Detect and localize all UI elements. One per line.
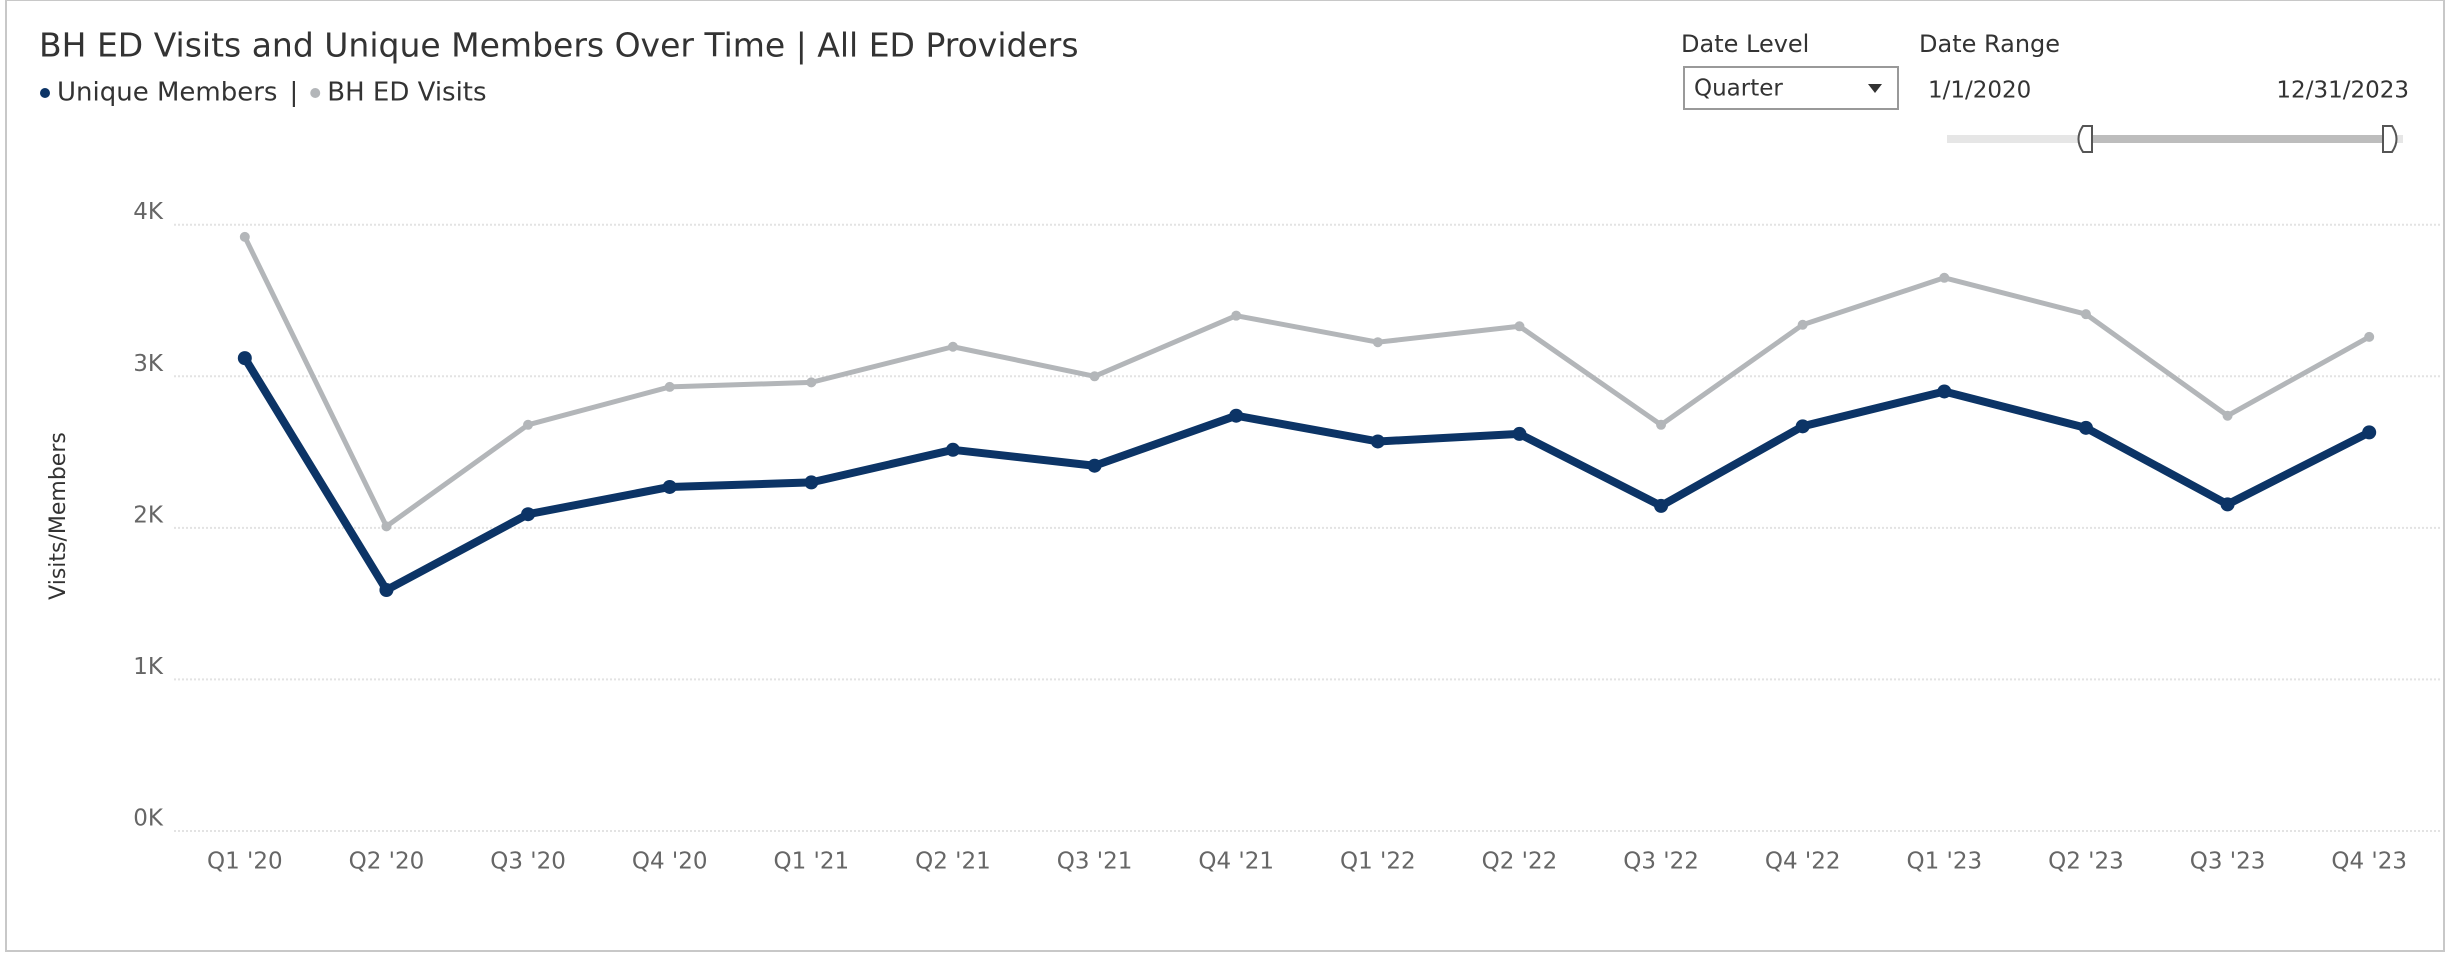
data-point — [1089, 371, 1100, 382]
data-point — [1937, 384, 1952, 399]
chart-title: BH ED Visits and Unique Members Over Tim… — [39, 26, 1079, 65]
frame — [5, 0, 2445, 952]
data-point — [239, 231, 250, 242]
x-tick-label: Q2 '23 — [2048, 849, 2124, 875]
data-point — [664, 381, 675, 392]
x-tick-label: Q2 '20 — [349, 849, 425, 875]
x-tick-label: Q3 '20 — [490, 849, 566, 875]
data-point — [947, 341, 958, 352]
dropdown-value[interactable]: Quarter — [1694, 76, 1783, 102]
x-tick-label: Q4 '23 — [2331, 849, 2407, 875]
data-point — [2078, 420, 2093, 435]
data-point — [1087, 458, 1102, 473]
data-point — [1512, 426, 1527, 441]
dropdown-arrow[interactable] — [1868, 84, 1882, 93]
x-tick-label: Q3 '21 — [1057, 849, 1133, 875]
x-tick-label: Q3 '22 — [1623, 849, 1699, 875]
date-level-label: Date Level — [1681, 30, 1809, 58]
data-point — [804, 475, 819, 490]
slider-handle-end[interactable] — [2382, 125, 2398, 153]
x-tick-label: Q1 '22 — [1340, 849, 1416, 875]
y-tick-label: 2K — [133, 502, 164, 528]
data-point — [1656, 419, 1667, 430]
x-tick-label: Q4 '22 — [1765, 849, 1841, 875]
data-point — [1229, 408, 1244, 423]
data-point — [1370, 434, 1385, 449]
x-tick-label: Q2 '21 — [915, 849, 991, 875]
data-point — [237, 351, 252, 366]
x-tick-label: Q1 '21 — [773, 849, 849, 875]
legend-dot — [310, 88, 321, 98]
series-line — [242, 235, 2371, 529]
x-tick-label: Q1 '20 — [207, 849, 283, 875]
data-point — [945, 442, 960, 457]
data-point — [523, 419, 534, 430]
data-point — [1795, 419, 1810, 434]
data-point — [1372, 337, 1383, 348]
legend-entry: BH ED Visits — [327, 78, 486, 108]
data-point — [379, 583, 394, 598]
y-tick-label: 1K — [133, 654, 164, 680]
date-range-slider[interactable] — [1947, 125, 2403, 153]
slider-handle-start[interactable] — [2077, 125, 2093, 153]
date-range-start: 1/1/2020 — [1928, 78, 2031, 104]
x-tick-label: Q2 '22 — [1482, 849, 1558, 875]
x-tick-label: Q4 '20 — [632, 849, 708, 875]
date-range-label: Date Range — [1919, 30, 2060, 58]
date-range-end: 12/31/2023 — [2276, 78, 2409, 104]
y-tick-label: 0K — [133, 806, 164, 832]
data-point — [2364, 331, 2375, 342]
legend: Unique Members | BH ED Visits — [40, 78, 487, 108]
data-point — [1514, 321, 1525, 332]
data-point — [381, 521, 392, 532]
series-line — [241, 356, 2372, 595]
data-point — [2220, 497, 2235, 512]
dropdown-box[interactable] — [1683, 66, 1899, 110]
data-point — [1654, 498, 1669, 513]
data-point — [2222, 410, 2233, 421]
x-tick-label: Q3 '23 — [2190, 849, 2266, 875]
data-point — [1797, 319, 1808, 330]
legend-dot — [40, 88, 50, 98]
data-point — [662, 479, 677, 494]
x-tick-label: Q4 '21 — [1198, 849, 1274, 875]
data-point — [2362, 425, 2377, 440]
y-tick-label: 4K — [133, 199, 164, 225]
legend-entry: Unique Members — [57, 78, 277, 108]
slider-range[interactable] — [2083, 135, 2391, 143]
data-point — [1231, 310, 1242, 321]
data-point — [1939, 272, 1950, 283]
x-tick-label: Q1 '23 — [1906, 849, 1982, 875]
legend-separator: | — [289, 78, 298, 108]
data-point — [806, 377, 817, 388]
y-axis-label: Visits/Members — [46, 432, 71, 600]
data-point — [521, 507, 536, 522]
date-level-dropdown[interactable]: Quarter — [1683, 66, 1899, 110]
data-point — [2080, 309, 2091, 320]
y-tick-label: 3K — [133, 351, 164, 377]
